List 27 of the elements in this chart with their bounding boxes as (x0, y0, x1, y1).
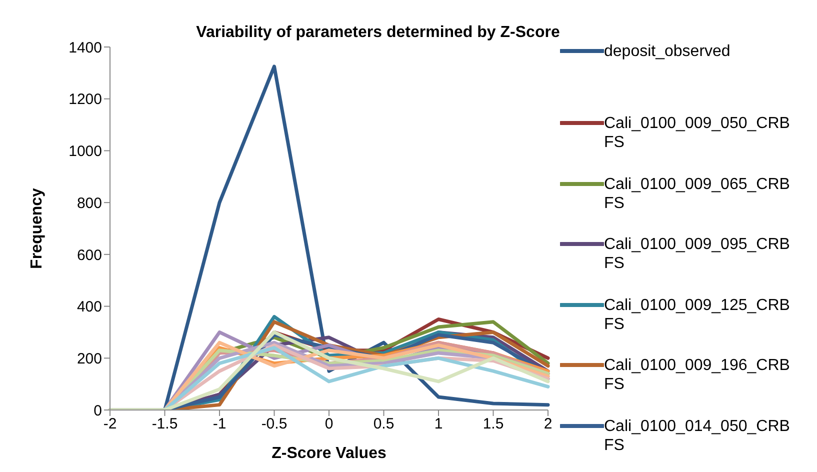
x-tick-label: 0 (324, 416, 334, 433)
x-tick-label: 2 (544, 416, 552, 433)
y-tick-label: 0 (94, 402, 102, 420)
y-axis-title: Frequency (28, 188, 46, 269)
legend-label: deposit_observed (604, 42, 732, 61)
legend-label: Cali_0100_009_196_CRBFS (604, 356, 791, 394)
legend-label: Cali_0100_009_050_CRBFS (604, 114, 791, 152)
x-axis-title: Z-Score Values (272, 445, 386, 462)
x-tick-label: -1.5 (152, 416, 178, 433)
legend-label: Cali_0100_014_050_CRBFS (604, 416, 791, 454)
y-tick-label: 1000 (68, 143, 102, 160)
legend-label: Cali_0100_009_095_CRBFS (604, 235, 791, 273)
legend-label: Cali_0100_009_065_CRBFS (604, 174, 791, 212)
y-tick-label: 200 (76, 350, 102, 368)
chart-title: Variability of parameters determined by Z-Score (195, 24, 561, 42)
y-tick-label: 1400 (68, 39, 102, 56)
y-tick-label: 800 (76, 194, 102, 212)
x-tick-label: 0.5 (373, 416, 394, 433)
x-tick-label: 1.5 (482, 416, 504, 433)
y-tick-label: 400 (76, 298, 102, 316)
y-tick-label: 1200 (68, 91, 102, 108)
x-tick-label: -1 (212, 416, 226, 433)
x-tick-label: -2 (103, 416, 117, 433)
x-tick-label: -0.5 (261, 416, 288, 433)
y-tick-label: 600 (76, 246, 102, 264)
legend-label: Cali_0100_009_125_CRBFS (604, 296, 791, 334)
x-tick-label: 1 (434, 416, 443, 433)
